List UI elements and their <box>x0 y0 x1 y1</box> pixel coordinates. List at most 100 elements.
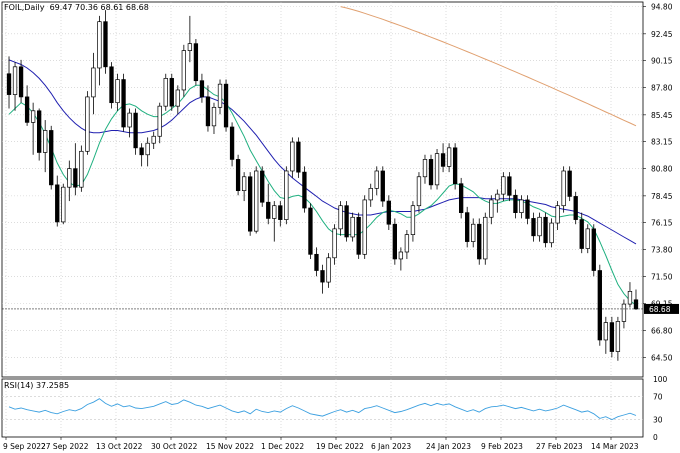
candle-bull <box>627 291 633 305</box>
candle-bull <box>471 223 476 242</box>
candle-bull <box>615 321 621 352</box>
candle-bull <box>446 147 452 167</box>
candle-bear <box>278 205 283 220</box>
candle-bull <box>79 150 84 188</box>
candle-bull <box>398 251 404 260</box>
x-tick-label: 13 Oct 2022 <box>96 442 143 451</box>
candle-bear <box>320 270 325 283</box>
y-tick-label: 80.80 <box>651 165 673 174</box>
candle-bear <box>591 228 596 271</box>
candle-bear <box>260 170 265 203</box>
x-tick-label: 27 Sep 2022 <box>41 442 89 451</box>
candle-bear <box>121 79 126 128</box>
candle-bear <box>609 322 615 352</box>
y-tick-label: 78.45 <box>651 192 673 201</box>
candle-bear <box>344 205 349 238</box>
candle-bull <box>489 199 494 218</box>
candle-bear <box>18 66 24 98</box>
candle-bull <box>410 205 416 235</box>
candle-bear <box>296 141 301 173</box>
candle-bull <box>434 153 440 186</box>
rsi-label: RSI(14) <box>4 381 34 390</box>
candle-bear <box>205 96 211 127</box>
candle-bull <box>157 105 162 137</box>
x-tick-label: 9 Feb 2023 <box>481 442 523 451</box>
x-tick-label: 19 Dec 2022 <box>316 442 364 451</box>
candle-bear <box>308 207 313 255</box>
rsi-line <box>8 398 637 421</box>
ma-mid-line <box>8 59 637 245</box>
candle-bear <box>477 223 482 260</box>
candle-bull <box>621 303 627 322</box>
rsi-tick-label: 70 <box>653 392 663 401</box>
candle-bull <box>483 216 488 260</box>
candle-bull <box>404 234 410 253</box>
candle-bear <box>36 110 42 153</box>
ma-slow-line <box>340 6 637 127</box>
y-tick-label: 85.45 <box>651 111 673 120</box>
candle-bear <box>169 78 174 107</box>
y-tick-label: 73.80 <box>651 246 673 255</box>
x-tick-label: 14 Mar 2023 <box>591 442 639 451</box>
y-tick-label: 64.50 <box>651 353 673 362</box>
candle-bull <box>43 130 48 153</box>
y-tick-label: 76.15 <box>651 218 673 227</box>
candle-bull <box>254 170 259 232</box>
candle-bull <box>561 170 566 207</box>
candle-bear <box>543 216 548 244</box>
candle-bull <box>12 66 18 95</box>
candle-bear <box>356 216 361 255</box>
candle-bear <box>199 80 205 98</box>
candle-bull <box>127 112 132 128</box>
candle-bull <box>67 168 72 188</box>
candle-bull <box>163 78 168 107</box>
candle-bear <box>597 270 602 341</box>
candle-bear <box>525 199 530 219</box>
rsi-tick-label: 0 <box>653 433 658 442</box>
candle-bull <box>145 142 150 156</box>
rsi-tick-label: 30 <box>653 416 663 425</box>
candle-bull <box>326 257 331 283</box>
candle-bull <box>368 187 373 201</box>
rsi-tick-label: 100 <box>653 375 668 384</box>
candle-bear <box>109 66 114 104</box>
candle-bear <box>531 218 536 237</box>
candle-bear <box>465 212 470 242</box>
x-tick-label: 24 Jan 2023 <box>426 442 471 451</box>
candle-bull <box>374 170 379 189</box>
candle-bull <box>91 67 96 98</box>
ma-fast-line <box>8 84 637 306</box>
candle-bull <box>350 216 355 238</box>
candle-bear <box>392 223 398 260</box>
candle-bull <box>272 205 277 219</box>
candle-bull <box>181 50 187 91</box>
candle-bear <box>440 153 446 167</box>
candle-bull <box>30 110 36 123</box>
x-tick-label: 9 Sep 2022 <box>3 442 46 451</box>
candle-bull <box>175 89 180 107</box>
candle-bear <box>24 96 30 123</box>
candle-bear <box>452 147 458 185</box>
candle-bear <box>567 170 572 197</box>
candle-bull <box>495 193 500 201</box>
candle-bull <box>603 322 609 341</box>
candle-bear <box>380 170 385 202</box>
candle-bear <box>247 176 253 232</box>
candle-bear <box>229 126 235 160</box>
y-tick-label: 94.80 <box>651 3 673 12</box>
candle-bull <box>338 205 343 230</box>
rsi-value: 37.2585 <box>35 381 70 390</box>
candle-bear <box>573 196 578 220</box>
candle-bull <box>332 228 337 259</box>
candle-bull <box>537 216 542 237</box>
candle-bull <box>85 96 90 152</box>
x-tick-label: 15 Nov 2022 <box>206 442 254 451</box>
candle-bull <box>290 141 295 172</box>
ohlc-label: 69.47 70.36 68.61 68.68 <box>49 3 149 12</box>
y-tick-label: 83.15 <box>651 137 673 146</box>
candle-bear <box>103 21 108 68</box>
candle-bear <box>266 201 271 219</box>
candle-bear <box>73 168 78 188</box>
candle-bear <box>49 130 54 186</box>
